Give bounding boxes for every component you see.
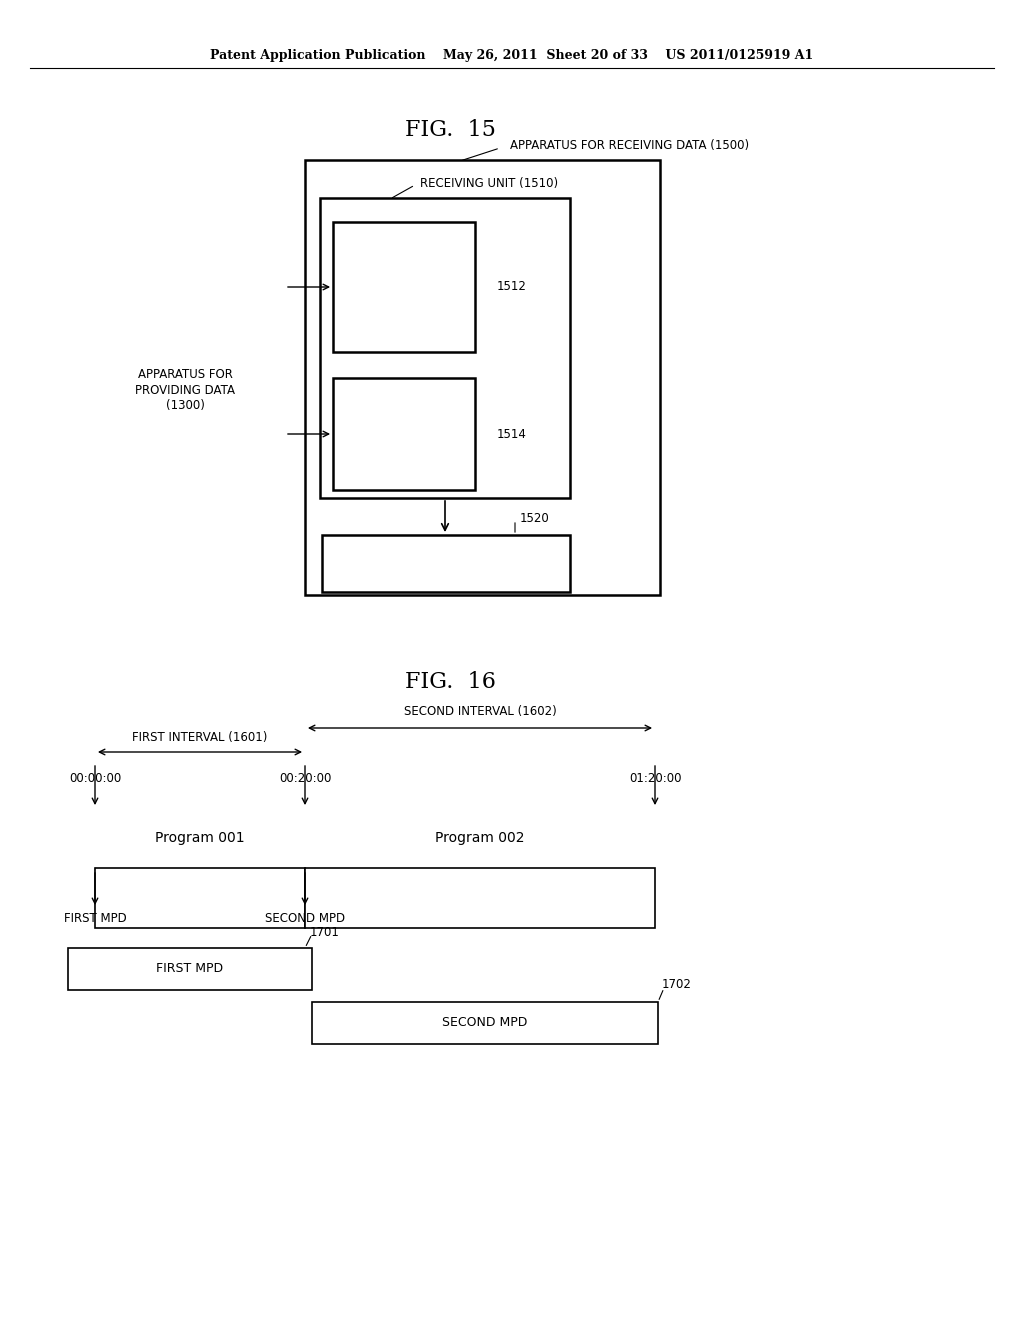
Text: FIRST
RECEIVING
UNIT: FIRST RECEIVING UNIT	[372, 265, 436, 309]
Text: APPARATUS FOR RECEIVING DATA (1500): APPARATUS FOR RECEIVING DATA (1500)	[510, 139, 750, 152]
Text: FIRST MPD: FIRST MPD	[157, 962, 223, 975]
Bar	[68, 948, 312, 990]
Text: 00:20:00: 00:20:00	[279, 771, 331, 784]
Text: 1702: 1702	[662, 978, 692, 991]
Text: FIG.  15: FIG. 15	[404, 119, 496, 141]
Text: SECOND INTERVAL (1602): SECOND INTERVAL (1602)	[403, 705, 556, 718]
Text: 00:00:00: 00:00:00	[69, 771, 121, 784]
Text: 1520: 1520	[520, 511, 550, 524]
Bar	[322, 535, 570, 591]
Text: FIRST INTERVAL (1601): FIRST INTERVAL (1601)	[132, 730, 267, 743]
Text: FIRST MPD: FIRST MPD	[63, 912, 126, 924]
Text: APPARATUS FOR
PROVIDING DATA
(1300): APPARATUS FOR PROVIDING DATA (1300)	[135, 368, 234, 412]
Text: SECOND MPD: SECOND MPD	[265, 912, 345, 924]
Text: Patent Application Publication    May 26, 2011  Sheet 20 of 33    US 2011/012591: Patent Application Publication May 26, 2…	[210, 49, 814, 62]
Bar	[305, 869, 655, 928]
Text: FIG.  16: FIG. 16	[404, 671, 496, 693]
Text: 1512: 1512	[497, 281, 527, 293]
Text: SECOND MPD: SECOND MPD	[442, 1016, 527, 1030]
Text: Program 002: Program 002	[435, 832, 524, 845]
Text: 1701: 1701	[310, 925, 340, 939]
Bar	[319, 198, 570, 498]
Text: RECEIVING UNIT (1510): RECEIVING UNIT (1510)	[420, 177, 558, 190]
Bar	[312, 1002, 658, 1044]
Text: 1514: 1514	[497, 428, 527, 441]
Bar	[95, 869, 305, 928]
Text: ACQUIRING UNIT: ACQUIRING UNIT	[393, 557, 499, 570]
Bar	[333, 378, 475, 490]
Text: Program 001: Program 001	[156, 832, 245, 845]
Text: SECOND
RECEIVING
UNIT: SECOND RECEIVING UNIT	[372, 412, 436, 455]
Text: 01:20:00: 01:20:00	[629, 771, 681, 784]
Bar	[305, 160, 660, 595]
Bar	[333, 222, 475, 352]
